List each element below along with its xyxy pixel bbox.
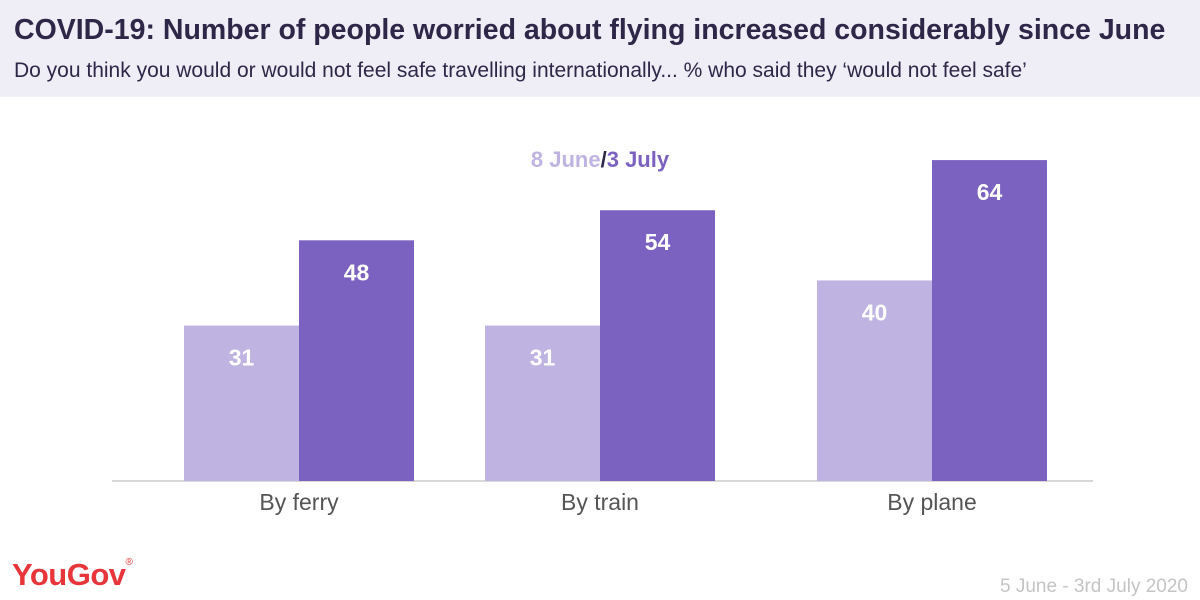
- legend: 8 June/3 July: [0, 147, 1200, 173]
- data-label: 48: [344, 259, 370, 285]
- date-range: 5 June - 3rd July 2020: [999, 576, 1188, 597]
- logo-text: YouGov: [12, 557, 126, 592]
- category-label: By train: [561, 489, 639, 515]
- category-label: By ferry: [259, 489, 339, 515]
- legend-separator: /: [600, 147, 607, 172]
- bar: [817, 280, 932, 481]
- chart-title: COVID-19: Number of people worried about…: [14, 14, 1166, 46]
- bar: [932, 160, 1047, 482]
- header-band: COVID-19: Number of people worried about…: [0, 0, 1200, 97]
- bar: [485, 325, 600, 481]
- data-label: 31: [229, 345, 255, 371]
- bar: [184, 325, 299, 481]
- bar: [600, 210, 715, 481]
- bar: [299, 240, 414, 481]
- data-label: 54: [645, 229, 671, 255]
- yougov-logo: YouGov®: [12, 557, 133, 593]
- data-label: 31: [530, 345, 556, 371]
- category-label: By plane: [887, 489, 977, 515]
- legend-series-2: 3 July: [606, 147, 670, 172]
- registered-mark: ®: [125, 557, 133, 568]
- chart-subtitle: Do you think you would or would not feel…: [14, 59, 1027, 82]
- data-label: 64: [977, 179, 1003, 205]
- legend-series-1: 8 June: [530, 147, 601, 172]
- data-label: 40: [862, 299, 888, 325]
